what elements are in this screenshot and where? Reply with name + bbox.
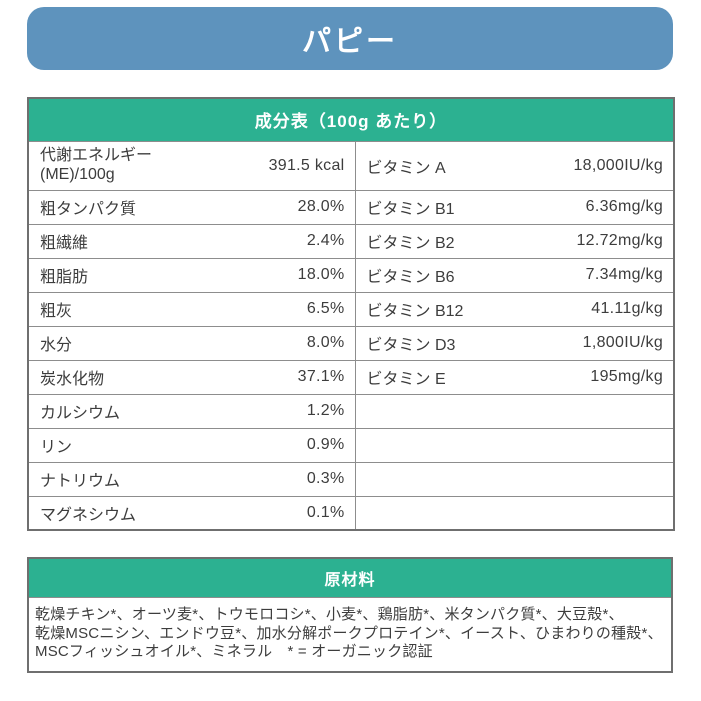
nutrient-value: 0.9% bbox=[228, 427, 355, 462]
nutrient-label: カルシウム bbox=[28, 393, 228, 428]
category-banner-title: パピー bbox=[301, 25, 398, 58]
table-row: 代謝エネルギー (ME)/100g 391.5 kcal ビタミン A 18,0… bbox=[28, 141, 674, 190]
nutrient-value: 28.0% bbox=[228, 189, 355, 224]
vitamin-label: ビタミン D3 bbox=[354, 325, 541, 360]
nutrition-table-header-row: 成分表（100g あたり） bbox=[28, 98, 675, 142]
nutrient-value: 2.4% bbox=[228, 223, 355, 258]
nutrient-label: 炭水化物 bbox=[28, 359, 228, 394]
empty-cell bbox=[541, 427, 675, 462]
table-row: 粗タンパク質 28.0% ビタミン B1 6.36mg/kg bbox=[28, 189, 675, 224]
table-row: カルシウム 1.2% bbox=[28, 393, 675, 428]
nutrient-value: 18.0% bbox=[228, 257, 355, 292]
table-row: 水分 8.0% ビタミン D3 1,800IU/kg bbox=[28, 325, 675, 360]
nutrient-label: 粗繊維 bbox=[28, 223, 228, 258]
nutrient-label-line2: (ME)/100g bbox=[40, 165, 115, 183]
nutrient-label: リン bbox=[28, 427, 228, 462]
nutrition-table: 成分表（100g あたり） 代謝エネルギー (ME)/100g 391.5 kc… bbox=[27, 97, 676, 531]
empty-cell bbox=[354, 495, 541, 530]
vitamin-label: ビタミン B2 bbox=[354, 223, 541, 258]
vitamin-label: ビタミン A bbox=[354, 141, 541, 190]
nutrient-value: 0.1% bbox=[228, 495, 355, 530]
ingredients-text: 乾燥チキン*、オーツ麦*、トウモロコシ*、小麦*、鶏脂肪*、米タンパク質*、大豆… bbox=[29, 598, 671, 671]
table-row: ナトリウム 0.3% bbox=[28, 461, 675, 496]
vitamin-value: 6.36mg/kg bbox=[541, 189, 675, 224]
vitamin-label: ビタミン B6 bbox=[354, 257, 541, 292]
vitamin-value: 18,000IU/kg bbox=[573, 156, 664, 174]
nutrient-label: 粗タンパク質 bbox=[28, 189, 228, 224]
table-row: マグネシウム 0.1% bbox=[28, 495, 675, 530]
nutrient-label: ナトリウム bbox=[28, 461, 228, 496]
category-banner: パピー bbox=[27, 7, 673, 70]
table-row: 炭水化物 37.1% ビタミン E 195mg/kg bbox=[28, 359, 675, 394]
empty-cell bbox=[541, 461, 675, 496]
nutrient-label: 粗脂肪 bbox=[28, 257, 228, 292]
nutrient-label: マグネシウム bbox=[28, 495, 228, 530]
table-row: リン 0.9% bbox=[28, 427, 675, 462]
vitamin-value: 1,800IU/kg bbox=[541, 325, 675, 360]
nutrient-value: 391.5 kcal bbox=[268, 156, 345, 174]
empty-cell bbox=[541, 393, 675, 428]
vitamin-label: ビタミン B12 bbox=[354, 291, 541, 326]
vitamin-value: 41.11g/kg bbox=[541, 291, 675, 326]
nutrient-label: 代謝エネルギー (ME)/100g bbox=[28, 141, 228, 190]
nutrient-value: 0.3% bbox=[228, 461, 355, 496]
ingredients-title: 原材料 bbox=[29, 559, 671, 598]
ingredients-section: 原材料 乾燥チキン*、オーツ麦*、トウモロコシ*、小麦*、鶏脂肪*、米タンパク質… bbox=[27, 557, 673, 673]
vitamin-value: 195mg/kg bbox=[541, 359, 675, 394]
nutrient-value: 8.0% bbox=[228, 325, 355, 360]
vitamin-value: 7.34mg/kg bbox=[541, 257, 675, 292]
vitamin-label: ビタミン E bbox=[354, 359, 541, 394]
vitamin-label: ビタミン B1 bbox=[354, 189, 541, 224]
nutrient-label: 粗灰 bbox=[28, 291, 228, 326]
nutrient-value: 37.1% bbox=[228, 359, 355, 394]
page: パピー 成分表（100g あたり） 代謝エネルギー (ME)/100g 391.… bbox=[27, 7, 676, 673]
nutrient-label: 水分 bbox=[28, 325, 228, 360]
ingredients-line: MSCフィッシュオイル*、ミネラル * = オーガニック認証 bbox=[35, 643, 433, 660]
nutrient-label-line1: 代謝エネルギー bbox=[40, 146, 153, 164]
empty-cell bbox=[541, 495, 675, 530]
nutrient-value: 1.2% bbox=[228, 393, 355, 428]
table-row: 粗繊維 2.4% ビタミン B2 12.72mg/kg bbox=[28, 223, 675, 258]
ingredients-line: 乾燥チキン*、オーツ麦*、トウモロコシ*、小麦*、鶏脂肪*、米タンパク質*、大豆… bbox=[35, 606, 624, 623]
nutrient-value: 6.5% bbox=[228, 291, 355, 326]
table-row: 粗脂肪 18.0% ビタミン B6 7.34mg/kg bbox=[28, 257, 675, 292]
empty-cell bbox=[354, 427, 541, 462]
table-row: 粗灰 6.5% ビタミン B12 41.11g/kg bbox=[28, 291, 675, 326]
ingredients-line: 乾燥MSCニシン、エンドウ豆*、加水分解ポークプロテイン*、イースト、ひまわりの… bbox=[35, 624, 663, 642]
empty-cell bbox=[354, 461, 541, 496]
empty-cell bbox=[354, 393, 541, 428]
nutrition-table-title: 成分表（100g あたり） bbox=[28, 98, 675, 142]
vitamin-value: 12.72mg/kg bbox=[541, 223, 675, 258]
